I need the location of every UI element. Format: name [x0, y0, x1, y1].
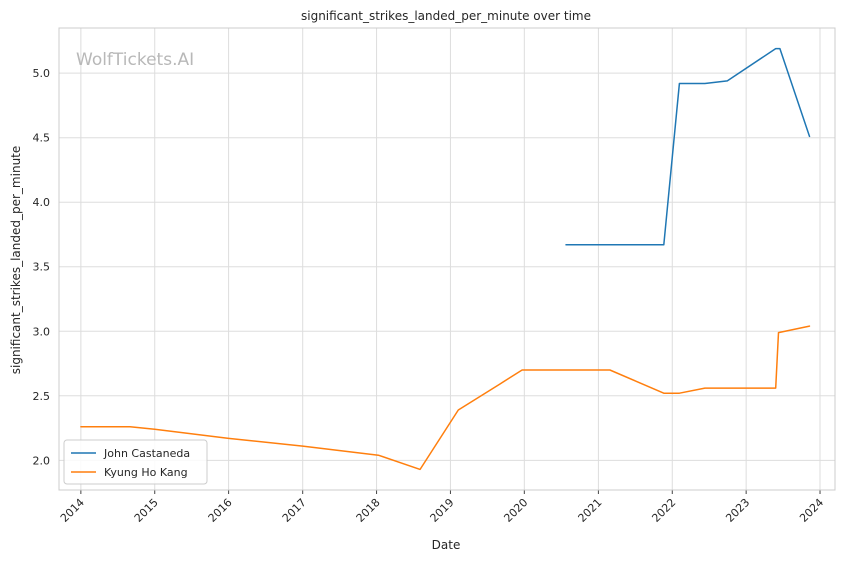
plot-frame [58, 27, 836, 491]
watermark: WolfTickets.AI [76, 50, 194, 70]
legend-label: John Castaneda [103, 447, 190, 460]
y-tick-label: 4.0 [33, 196, 51, 209]
legend: John Castaneda Kyung Ho Kang [63, 439, 208, 485]
y-tick-labels: 2.0 2.5 3.0 3.5 4.0 4.5 5.0 [33, 67, 51, 467]
legend-box [63, 439, 208, 485]
legend-items: John Castaneda Kyung Ho Kang [71, 447, 190, 479]
chart-title: significant_strikes_landed_per_minute ov… [301, 9, 591, 23]
grid [59, 28, 835, 494]
y-tick-label: 5.0 [33, 67, 51, 80]
x-axis-title: Date [432, 538, 461, 552]
y-axis-title: significant_strikes_landed_per_minute [9, 146, 23, 375]
series-layer [80, 47, 811, 471]
y-tick-label: 4.5 [33, 132, 51, 145]
y-tick-label: 3.5 [33, 261, 51, 274]
y-tick-label: 2.5 [33, 390, 51, 403]
series-line-1 [80, 325, 811, 471]
legend-label: Kyung Ho Kang [104, 466, 188, 479]
series-line-0 [565, 47, 811, 246]
y-tick-label: 3.0 [33, 325, 51, 338]
y-tick-label: 2.0 [33, 454, 51, 467]
